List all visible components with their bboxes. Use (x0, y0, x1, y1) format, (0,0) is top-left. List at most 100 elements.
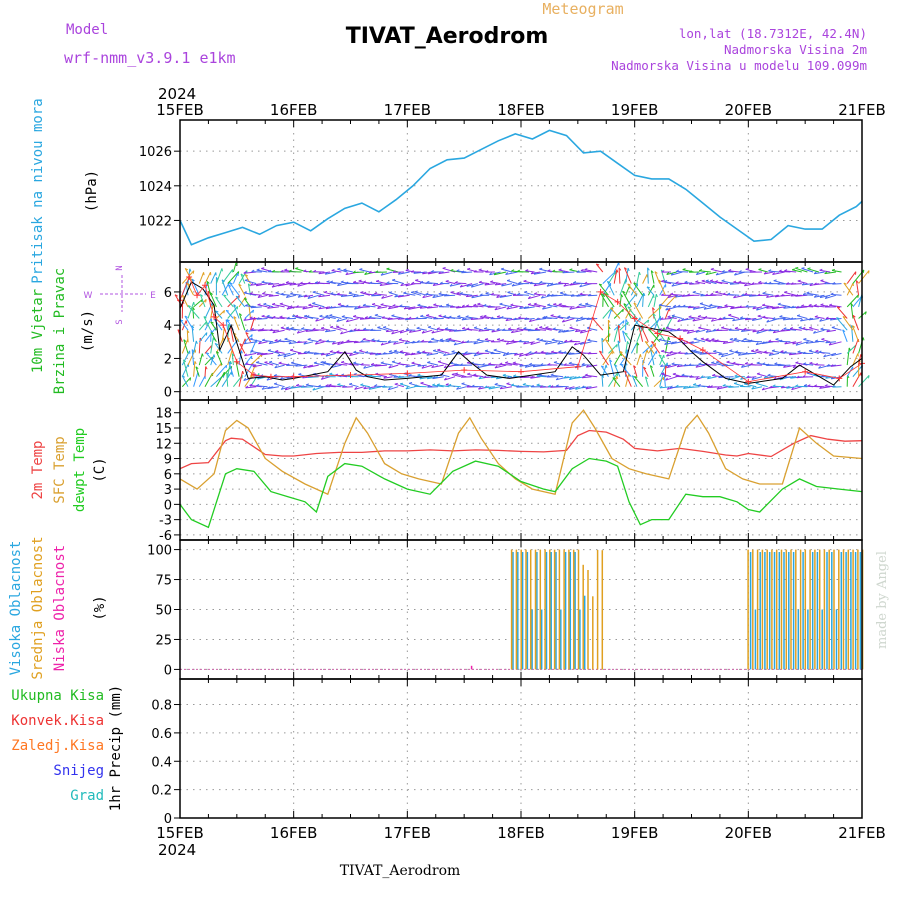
wind-barb-head (473, 303, 477, 306)
wind-barb-head (314, 281, 319, 284)
wind-barb-head (671, 314, 675, 317)
wind-barb-head (442, 267, 446, 269)
wind-barb-head (416, 326, 420, 329)
wind-barb (368, 386, 382, 390)
wind-barb-head (244, 304, 249, 307)
wind-barb-head (289, 348, 294, 351)
wind-barb (806, 292, 819, 296)
wind-barb (426, 352, 439, 356)
wind-barb-head (569, 306, 573, 310)
wind-barb-head (604, 292, 608, 296)
wind-barb-head (379, 283, 383, 286)
wind-barb-head (239, 313, 243, 316)
wind-barb-head (802, 292, 806, 296)
wind-barb-head (462, 352, 466, 356)
wind-barb-head (707, 385, 711, 388)
wind-barb (657, 330, 666, 343)
wind-barb-head (813, 330, 816, 334)
wind-barb (215, 296, 223, 308)
wind-barb-head (727, 292, 731, 295)
wind-barb-head (240, 350, 243, 354)
wind-barb (852, 372, 862, 387)
wind-barb (846, 345, 856, 354)
wind-barb (448, 316, 461, 319)
wind-barb-head (829, 317, 833, 321)
wind-barb (829, 304, 842, 308)
wind-barb-head (743, 327, 747, 331)
wind-barb-head (299, 281, 303, 284)
wind-barb-head (261, 267, 265, 269)
wind-barb-head (758, 268, 762, 270)
wind-barb-head (195, 366, 199, 369)
wind-barb-head (756, 361, 760, 364)
wind-barb-head (383, 375, 387, 379)
wind-barb (290, 386, 302, 389)
wind-barb (357, 306, 370, 308)
wind-barb-head (540, 363, 544, 366)
wind-axis-subtitle: Brzina i Pravac (52, 268, 68, 394)
wind-barb-head (306, 350, 310, 353)
wind-barb (374, 364, 387, 367)
wind-barb-head (499, 362, 503, 365)
wind-barb (664, 341, 677, 345)
wind-barb-head (308, 269, 312, 273)
wind-barb (267, 306, 279, 309)
wind-barb (618, 267, 621, 284)
wind-barb-head (317, 384, 321, 388)
wind-barb (337, 384, 348, 388)
wind-barb (307, 376, 319, 378)
wind-barb-head (470, 317, 474, 320)
wind-barb (580, 341, 592, 345)
wind-barb-head (716, 386, 720, 390)
wind-barb-head (624, 332, 628, 335)
wind-barb-head (687, 305, 691, 309)
wind-barb-head (530, 271, 534, 275)
wind-barb-head (756, 330, 760, 334)
wind-barb (780, 294, 791, 297)
wind-barb (658, 354, 666, 366)
wind-barb-head (729, 282, 733, 285)
wind-barb (408, 375, 422, 378)
wind-barb-head (713, 350, 717, 352)
wind-barb (229, 282, 240, 296)
wind-barb-head (436, 383, 440, 386)
wind-barb (449, 283, 461, 287)
wind-barb (516, 328, 530, 331)
wind-barb (507, 291, 518, 296)
wind-barb-head (807, 384, 811, 387)
wind-barb (375, 280, 388, 285)
wind-barb-head (408, 373, 412, 377)
wind-barb (707, 376, 717, 380)
wind-barb (420, 282, 433, 285)
y-tick-label: 50 (155, 604, 172, 619)
wind-barb-head (705, 338, 709, 340)
wind-barb (388, 386, 399, 391)
wind-barb-head (688, 315, 692, 318)
wind-barb (671, 283, 683, 287)
wind-barb (267, 350, 280, 354)
wind-gust-marker (614, 298, 621, 305)
time-label-bottom: 21FEB (838, 824, 885, 842)
wind-gust-marker (836, 375, 843, 382)
wind-barb-head (422, 295, 426, 299)
wind-barb-head (368, 315, 372, 318)
wind-barb-head (545, 326, 549, 329)
wind-barb (761, 341, 774, 345)
wind-barb-head (405, 327, 409, 331)
wind-barb-head (404, 341, 408, 345)
wind-barb (536, 318, 547, 321)
wind-barb (238, 338, 246, 354)
wind-barb (341, 316, 353, 319)
wind-barb-head (277, 353, 281, 357)
wind-barb (676, 271, 689, 273)
wind-barb-head (200, 294, 204, 297)
wind-barb (245, 305, 257, 308)
wind-barb-head (397, 271, 401, 275)
wind-barb-head (774, 294, 778, 298)
wind-barb (249, 293, 262, 296)
y-tick-label: 6 (164, 286, 172, 301)
wind-barb (715, 281, 728, 285)
wind-barb-head (720, 354, 724, 358)
wind-barb-head (454, 281, 458, 284)
